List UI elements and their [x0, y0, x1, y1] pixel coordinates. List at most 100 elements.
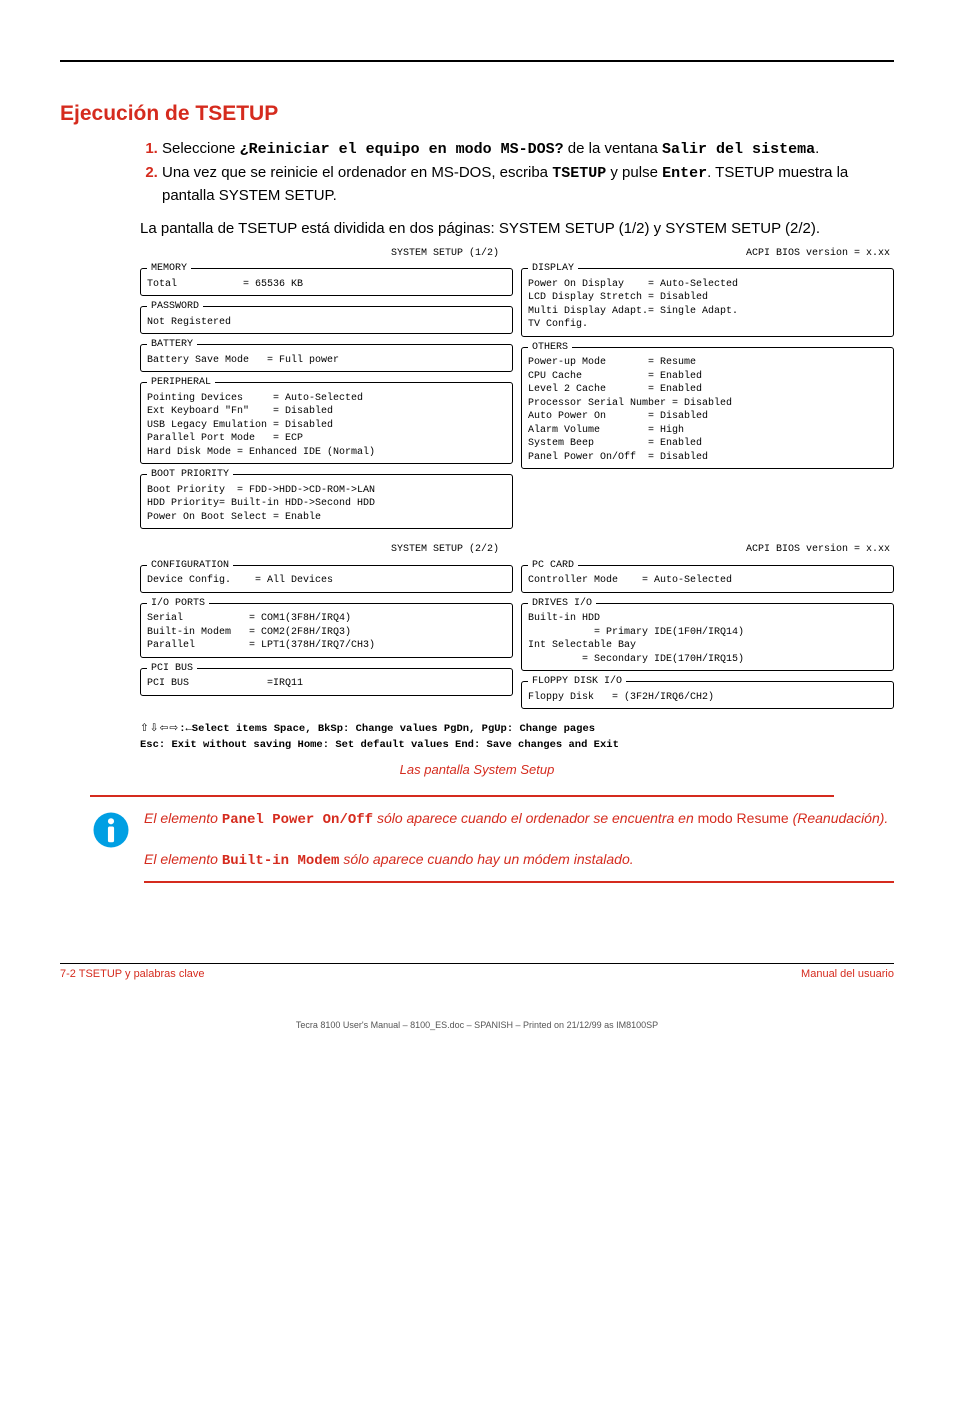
- n1c: modo Resume: [698, 810, 793, 826]
- n1mono: Panel Power On/Off: [222, 812, 373, 828]
- line: Boot Priority = FDD->HDD->CD-ROM->LAN: [147, 484, 506, 498]
- n2mono: Built-in Modem: [222, 853, 340, 869]
- arrow-icons: ⇧⇩⇦⇨: [140, 722, 179, 734]
- line: Panel Power On/Off = Disabled: [528, 451, 887, 465]
- keyhelp-2: Esc: Exit without saving Home: Set defau…: [140, 739, 619, 751]
- box-floppy: FLOPPY DISK I/O Floppy Disk = (3F2H/IRQ6/…: [521, 675, 894, 709]
- line: Device Config. = All Devices: [147, 574, 506, 588]
- legend-battery: BATTERY: [147, 338, 197, 352]
- bios2-header-right: ACPI BIOS version = x.xx: [746, 543, 890, 557]
- line: Processor Serial Number = Disabled: [528, 397, 887, 411]
- legend-password: PASSWORD: [147, 300, 203, 314]
- line: Built-in HDD: [528, 612, 887, 626]
- legend-boot: BOOT PRIORITY: [147, 468, 233, 482]
- tiny-text: Tecra 8100 User's Manual – 8100_ES.doc –…: [296, 1020, 658, 1030]
- line: Parallel Port Mode = ECP: [147, 432, 506, 446]
- step1-pre: Seleccione: [162, 140, 240, 157]
- line: Battery Save Mode = Full power: [147, 354, 506, 368]
- line: Ext Keyboard "Fn" = Disabled: [147, 405, 506, 419]
- line: Not Registered: [147, 316, 506, 330]
- top-rule: [60, 60, 894, 62]
- legend-pci: PCI BUS: [147, 662, 197, 676]
- line: Power On Display = Auto-Selected: [528, 278, 887, 292]
- line: Hard Disk Mode = Enhanced IDE (Normal): [147, 446, 506, 460]
- line: Multi Display Adapt.= Single Adapt.: [528, 305, 887, 319]
- figure-caption: Las pantalla System Setup: [60, 762, 894, 777]
- line: Controller Mode = Auto-Selected: [528, 574, 887, 588]
- legend-drives: DRIVES I/O: [528, 597, 596, 611]
- line: HDD Priority= Built-in HDD->Second HDD: [147, 497, 506, 511]
- n2a: El elemento: [144, 851, 222, 867]
- footer-left: 7-2 TSETUP y palabras clave: [60, 968, 205, 980]
- line: Alarm Volume = High: [528, 424, 887, 438]
- line: CPU Cache = Enabled: [528, 370, 887, 384]
- line: Power-up Mode = Resume: [528, 356, 887, 370]
- box-battery: BATTERY Battery Save Mode = Full power: [140, 338, 513, 372]
- legend-floppy: FLOPPY DISK I/O: [528, 675, 626, 689]
- key-help: ⇧⇩⇦⇨:←Select items Space, BkSp: Change v…: [140, 721, 894, 754]
- box-configuration: CONFIGURATIONDevice Config. = All Device…: [140, 559, 513, 593]
- line: Built-in Modem = COM2(2F8H/IRQ3): [147, 626, 506, 640]
- line: TV Config.: [528, 318, 887, 332]
- line: Int Selectable Bay: [528, 639, 887, 653]
- bios-page-1: SYSTEM SETUP (1/2) ACPI BIOS version = x…: [140, 247, 894, 534]
- legend-pccard: PC CARD: [528, 559, 578, 573]
- footer-right: Manual del usuario: [801, 968, 894, 980]
- step2-mid: y pulse: [606, 164, 662, 181]
- legend-memory: MEMORY: [147, 262, 191, 276]
- box-password: PASSWORD Not Registered: [140, 300, 513, 334]
- section-title: Ejecución de TSETUP: [60, 102, 894, 126]
- n1d: (Reanudación).: [793, 810, 889, 826]
- step1-post: .: [815, 140, 819, 157]
- box-io-ports: I/O PORTS Serial = COM1(3F8H/IRQ4) Built…: [140, 597, 513, 658]
- box-boot-priority: BOOT PRIORITY Boot Priority = FDD->HDD->…: [140, 468, 513, 529]
- box-others: OTHERS Power-up Mode = Resume CPU Cache …: [521, 341, 894, 470]
- box-pci-bus: PCI BUSPCI BUS =IRQ11: [140, 662, 513, 696]
- step2-mono2: Enter: [662, 165, 707, 182]
- line: PCI BUS =IRQ11: [147, 677, 506, 691]
- bios2-header-left: SYSTEM SETUP (2/2): [144, 543, 746, 557]
- line: Serial = COM1(3F8H/IRQ4): [147, 612, 506, 626]
- step-1: Seleccione ¿Reiniciar el equipo en modo …: [162, 138, 894, 162]
- info-rule-top: [90, 795, 834, 797]
- n2b: sólo aparece cuando hay un módem instala…: [339, 851, 633, 867]
- box-memory: MEMORY Total = 65536 KB: [140, 262, 513, 296]
- legend-display: DISPLAY: [528, 262, 578, 276]
- bios-page-2: SYSTEM SETUP (2/2) ACPI BIOS version = x…: [140, 543, 894, 713]
- legend-others: OTHERS: [528, 341, 572, 355]
- box-drives-io: DRIVES I/O Built-in HDD = Primary IDE(1F…: [521, 597, 894, 672]
- page-footer: 7-2 TSETUP y palabras clave Manual del u…: [60, 963, 894, 980]
- box-peripheral: PERIPHERAL Pointing Devices = Auto-Selec…: [140, 376, 513, 464]
- intro-text: La pantalla de TSETUP está dividida en d…: [140, 218, 894, 239]
- n1a: El elemento: [144, 810, 222, 826]
- line: System Beep = Enabled: [528, 437, 887, 451]
- info-text: El elemento Panel Power On/Off sólo apar…: [144, 809, 894, 884]
- legend-io: I/O PORTS: [147, 597, 209, 611]
- line: Power On Boot Select = Enable: [147, 511, 506, 525]
- legend-config: CONFIGURATION: [147, 559, 233, 573]
- line: = Primary IDE(1F0H/IRQ14): [528, 626, 887, 640]
- line: Floppy Disk = (3F2H/IRQ6/CH2): [528, 691, 887, 705]
- step-2: Una vez que se reinicie el ordenador en …: [162, 162, 894, 208]
- line: Auto Power On = Disabled: [528, 410, 887, 424]
- step1-mid: de la ventana: [564, 140, 662, 157]
- step1-mono2: Salir del sistema: [662, 141, 815, 158]
- line: Level 2 Cache = Enabled: [528, 383, 887, 397]
- info-note: El elemento Panel Power On/Off sólo apar…: [90, 809, 894, 884]
- line: = Secondary IDE(170H/IRQ15): [528, 653, 887, 667]
- n1b: sólo aparece cuando el ordenador se encu…: [373, 810, 698, 826]
- line: Parallel = LPT1(378H/IRQ7/CH3): [147, 639, 506, 653]
- steps-list: Seleccione ¿Reiniciar el equipo en modo …: [140, 138, 894, 208]
- step2-mono: TSETUP: [552, 165, 606, 182]
- tiny-footer: Tecra 8100 User's Manual – 8100_ES.doc –…: [60, 1020, 894, 1030]
- step1-mono: ¿Reiniciar el equipo en modo MS-DOS?: [240, 141, 564, 158]
- line: Total = 65536 KB: [147, 278, 506, 292]
- info-icon: [90, 809, 132, 851]
- line: USB Legacy Emulation = Disabled: [147, 419, 506, 433]
- step2-pre: Una vez que se reinicie el ordenador en …: [162, 164, 552, 181]
- box-display: DISPLAY Power On Display = Auto-Selected…: [521, 262, 894, 337]
- box-pc-card: PC CARDController Mode = Auto-Selected: [521, 559, 894, 593]
- bios1-header-right: ACPI BIOS version = x.xx: [746, 247, 890, 261]
- keyhelp-1: :←Select items Space, BkSp: Change value…: [179, 723, 595, 735]
- line: LCD Display Stretch = Disabled: [528, 291, 887, 305]
